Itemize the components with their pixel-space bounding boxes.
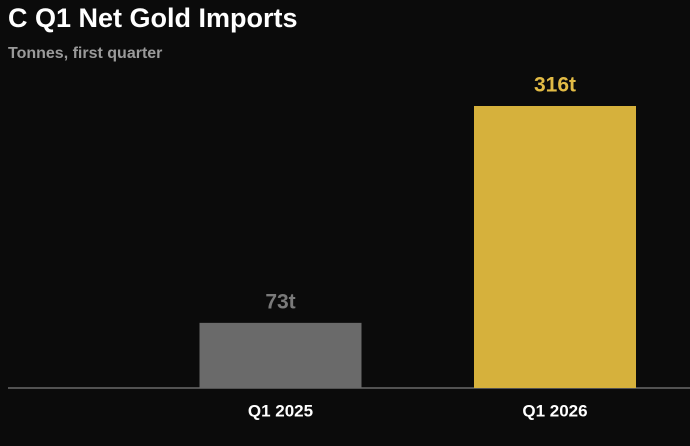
x-tick-label: Q1 2026	[522, 401, 587, 420]
bar	[474, 106, 636, 388]
bar	[199, 322, 362, 388]
x-tick-label: Q1 2025	[248, 401, 313, 420]
data-label: 316t	[534, 74, 576, 97]
data-label: 73t	[265, 290, 295, 313]
chart-subtitle: Tonnes, first quarter	[8, 45, 162, 62]
chart-title: C Q1 Net Gold Imports	[8, 3, 298, 33]
